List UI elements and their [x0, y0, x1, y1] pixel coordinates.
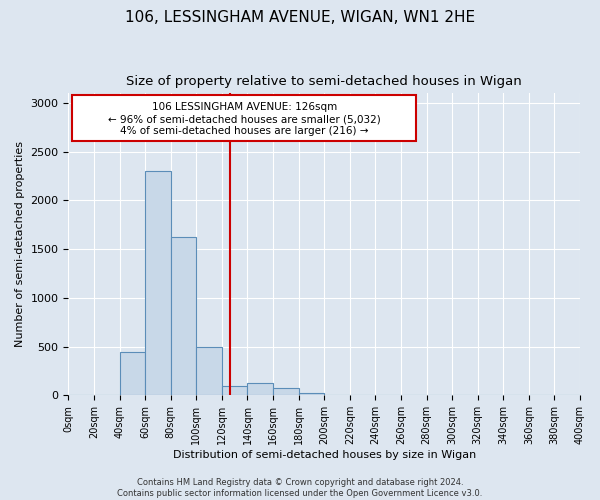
Bar [273, 388, 299, 396]
Y-axis label: Number of semi-detached properties: Number of semi-detached properties [15, 142, 25, 348]
X-axis label: Distribution of semi-detached houses by size in Wigan: Distribution of semi-detached houses by … [173, 450, 476, 460]
Text: 106, LESSINGHAM AVENUE, WIGAN, WN1 2HE: 106, LESSINGHAM AVENUE, WIGAN, WN1 2HE [125, 10, 475, 25]
Text: 4% of semi-detached houses are larger (216) →: 4% of semi-detached houses are larger (2… [120, 126, 368, 136]
Bar [299, 394, 324, 396]
Bar [247, 382, 273, 396]
Bar [196, 346, 222, 396]
Bar [119, 352, 145, 396]
Text: Contains HM Land Registry data © Crown copyright and database right 2024.
Contai: Contains HM Land Registry data © Crown c… [118, 478, 482, 498]
Text: 106 LESSINGHAM AVENUE: 126sqm: 106 LESSINGHAM AVENUE: 126sqm [152, 102, 337, 112]
Bar [222, 386, 247, 396]
Title: Size of property relative to semi-detached houses in Wigan: Size of property relative to semi-detach… [127, 75, 522, 88]
Bar [145, 172, 171, 396]
Text: ← 96% of semi-detached houses are smaller (5,032): ← 96% of semi-detached houses are smalle… [108, 114, 380, 124]
Bar [171, 237, 196, 396]
Bar [72, 96, 416, 141]
